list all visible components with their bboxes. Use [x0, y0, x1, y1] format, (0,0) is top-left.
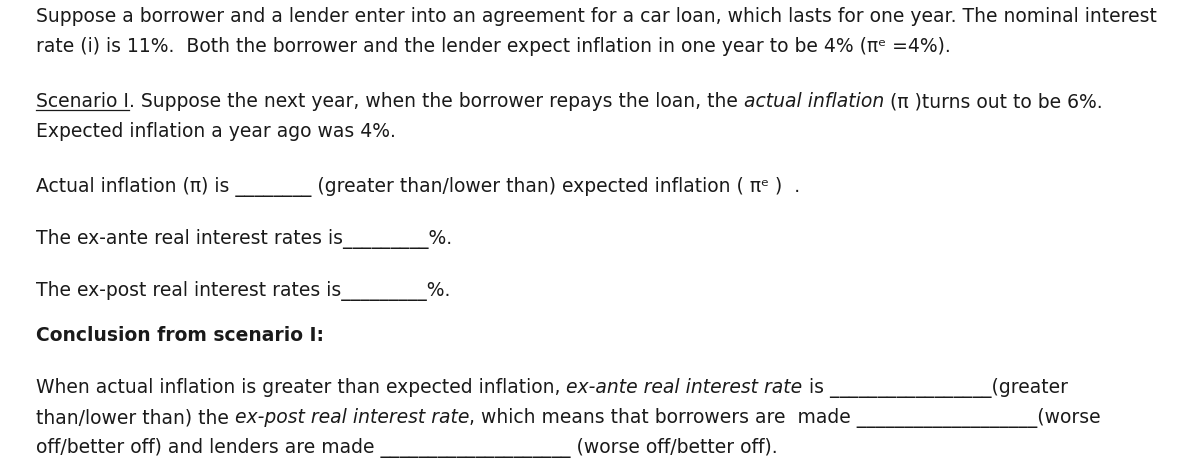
Text: ex-post real interest rate: ex-post real interest rate [235, 408, 469, 427]
Text: The ex-post real interest rates is_________%.: The ex-post real interest rates is______… [36, 281, 456, 301]
Text: rate (i) is 11%.  Both the borrower and the lender expect inflation in one year : rate (i) is 11%. Both the borrower and t… [36, 37, 950, 56]
Text: Suppose a borrower and a lender enter into an agreement for a car loan, which la: Suppose a borrower and a lender enter in… [36, 7, 1157, 26]
Text: than/lower than) the: than/lower than) the [36, 408, 235, 427]
Text: When actual inflation is greater than expected inflation,: When actual inflation is greater than ex… [36, 378, 566, 397]
Text: (π )turns out to be 6%.: (π )turns out to be 6%. [884, 92, 1103, 111]
Text: ex-ante real interest rate: ex-ante real interest rate [566, 378, 803, 397]
Text: Expected inflation a year ago was 4%.: Expected inflation a year ago was 4%. [36, 122, 396, 141]
Text: Scenario I: Scenario I [36, 92, 128, 111]
Text: Conclusion from scenario I:: Conclusion from scenario I: [36, 326, 324, 345]
Text: actual inflation: actual inflation [744, 92, 884, 111]
Text: is _________________(greater: is _________________(greater [803, 378, 1068, 398]
Text: . Suppose the next year, when the borrower repays the loan, the: . Suppose the next year, when the borrow… [128, 92, 744, 111]
Text: The ex-ante real interest rates is_________%.: The ex-ante real interest rates is______… [36, 229, 458, 249]
Text: off/better off) and lenders are made ____________________ (worse off/better off): off/better off) and lenders are made ___… [36, 438, 778, 458]
Text: , which means that borrowers are  made ___________________(worse: , which means that borrowers are made __… [469, 408, 1100, 428]
Text: Actual inflation (π) is ________ (greater than/lower than) expected inflation ( : Actual inflation (π) is ________ (greate… [36, 177, 800, 197]
